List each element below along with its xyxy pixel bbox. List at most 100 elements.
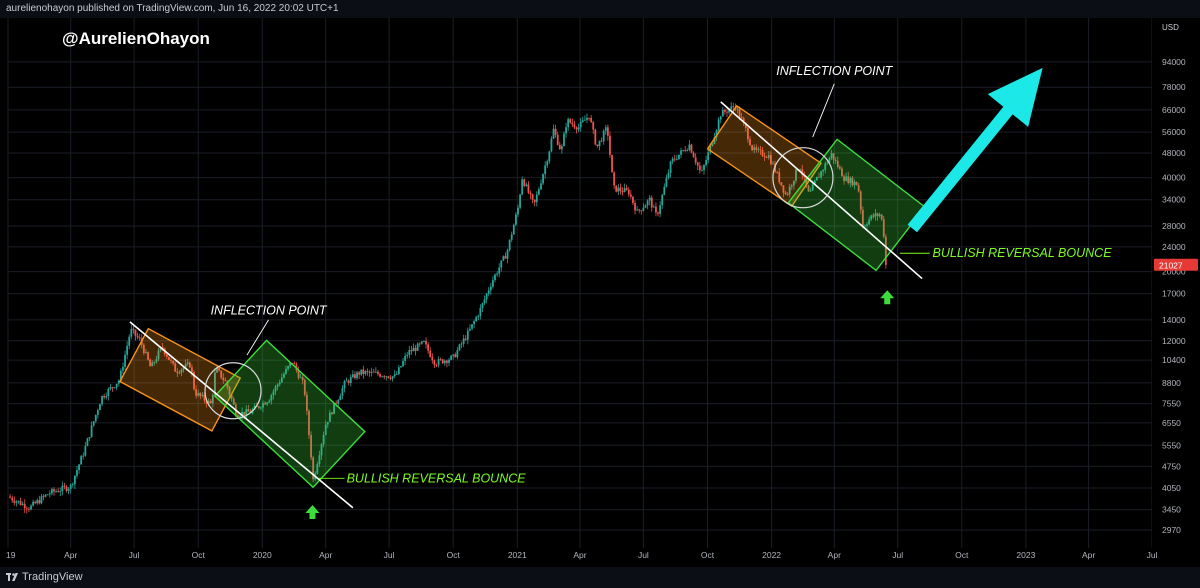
candle-body <box>663 186 666 195</box>
candle-body <box>487 290 490 294</box>
candle-body <box>496 273 498 275</box>
candle-body <box>117 380 120 384</box>
candle-body <box>435 364 438 366</box>
price-tick-label: 20000 <box>1162 267 1186 277</box>
time-tick-label: Jul <box>384 550 395 560</box>
inflection-circle-2019 <box>204 362 262 420</box>
candle-body <box>542 174 544 184</box>
candle-body <box>788 186 791 195</box>
time-tick-label: Jul <box>1147 550 1158 560</box>
time-tick-label: Oct <box>701 550 715 560</box>
candle-body <box>583 119 586 121</box>
candle-body <box>439 359 442 360</box>
candle-body <box>707 152 710 161</box>
candle-body <box>372 371 375 373</box>
candle-body <box>703 165 705 171</box>
candle-body <box>168 356 170 360</box>
candle-body <box>383 376 386 378</box>
candle-body <box>23 503 26 509</box>
candle-body <box>381 376 384 378</box>
candle-body <box>408 350 411 355</box>
price-tick-label: 2970 <box>1162 525 1181 535</box>
candle-body <box>642 207 645 211</box>
time-tick-label: Oct <box>955 550 969 560</box>
candle-body <box>558 144 561 150</box>
time-tick-label: Jul <box>892 550 903 560</box>
candle-body <box>494 274 496 281</box>
candle-body <box>684 150 687 151</box>
candle-body <box>322 434 325 445</box>
candle-body <box>101 395 103 405</box>
candle-body <box>96 410 99 415</box>
candle-body <box>596 144 599 147</box>
candle-body <box>360 369 363 375</box>
candle-body <box>749 139 751 146</box>
candle-body <box>15 501 18 503</box>
candle-body <box>753 147 756 151</box>
candle-body <box>730 106 733 110</box>
up-arrow-icon-2022 <box>880 290 895 305</box>
candle-body <box>379 374 381 377</box>
candle-body <box>149 359 152 367</box>
candle-body <box>274 386 277 392</box>
candle-body <box>504 256 507 259</box>
footer-bar: TradingView <box>0 567 1200 588</box>
candle-body <box>717 119 720 131</box>
candle-body <box>726 111 728 113</box>
candle-body <box>648 197 651 201</box>
price-tick-label: 8800 <box>1162 378 1181 388</box>
candle-body <box>402 361 404 367</box>
price-tick-label: 48000 <box>1162 148 1186 158</box>
candle-body <box>266 402 269 405</box>
candle-body <box>872 215 875 217</box>
candle-body <box>278 382 281 385</box>
candle-body <box>523 179 526 186</box>
time-tick-label: Apr <box>1082 550 1095 560</box>
candle-body <box>868 219 871 225</box>
annotation-label: INFLECTION POINT <box>776 64 893 78</box>
candle-body <box>795 169 797 181</box>
candle-body <box>724 109 726 112</box>
candle-body <box>358 372 361 375</box>
candle-body <box>134 329 137 336</box>
candle-body <box>830 153 833 158</box>
candle-body <box>270 395 273 401</box>
falling-channel-2021 <box>706 104 823 208</box>
candle-body <box>531 194 534 200</box>
candle-body <box>387 376 390 378</box>
candle-body <box>759 149 762 151</box>
candle-body <box>155 359 158 363</box>
candle-body <box>395 374 398 375</box>
candle-body <box>151 362 154 367</box>
candle-body <box>780 182 783 186</box>
candle-body <box>25 508 28 510</box>
candle-body <box>333 402 335 414</box>
candle-body <box>609 135 611 155</box>
chart-grid <box>7 18 1153 548</box>
candle-body <box>799 169 802 171</box>
candle-body <box>237 415 239 418</box>
price-tick-label: 4750 <box>1162 461 1181 471</box>
candle-body <box>193 372 195 390</box>
candle-body <box>874 213 877 217</box>
candle-body <box>640 210 643 212</box>
bounce-channel-2020 <box>213 339 366 489</box>
price-axis-bg <box>1152 18 1200 567</box>
candle-body <box>63 485 66 487</box>
candle-body <box>32 501 34 506</box>
candle-body <box>667 172 670 179</box>
time-tick-label: 19 <box>6 550 16 560</box>
candle-body <box>389 377 392 379</box>
candle-body <box>479 307 482 316</box>
up-arrow-icon-2020 <box>305 505 320 520</box>
candle-body <box>218 367 221 371</box>
candle-body <box>397 367 400 375</box>
candle-body <box>103 395 106 398</box>
candle-body <box>809 190 812 192</box>
price-tick-label: 34000 <box>1162 195 1186 205</box>
candle-body <box>870 215 873 220</box>
candle-body <box>272 391 275 396</box>
candle-body <box>410 350 413 352</box>
candle-body <box>617 187 620 192</box>
price-chart[interactable]: INFLECTION POINT INFLECTION POINT BULLISH … <box>0 18 1200 567</box>
